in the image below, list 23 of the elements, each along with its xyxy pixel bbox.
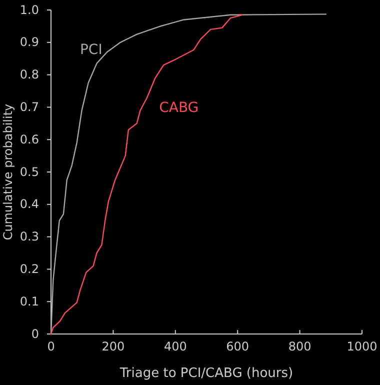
- x-tick-label: 1000: [346, 340, 378, 354]
- x-tick-label: 600: [226, 340, 250, 354]
- line-series: [50, 14, 243, 335]
- series-label: CABG: [159, 100, 199, 116]
- x-tick-label: 0: [47, 340, 55, 354]
- y-tick-label: 0.3: [20, 230, 39, 244]
- y-tick-label: 0: [31, 326, 39, 341]
- y-tick-label: 0.2: [20, 262, 39, 276]
- y-tick-label: 0.5: [20, 164, 39, 179]
- line-series: [50, 14, 327, 335]
- x-tick-label: 400: [164, 340, 187, 354]
- series-label: PCI: [80, 42, 102, 58]
- y-tick-label: 0.9: [20, 35, 39, 50]
- y-axis-title: Cumulative probability: [1, 104, 15, 240]
- x-tick-label: 200: [102, 340, 125, 354]
- x-tick-label: 800: [288, 340, 312, 354]
- y-tick-label: 0.6: [20, 132, 39, 146]
- x-axis-title: Triage to PCI/CABG (hours): [118, 366, 294, 381]
- y-tick-label: 0.4: [20, 197, 39, 212]
- y-tick-label: 0.1: [20, 294, 39, 308]
- y-tick-label: 0.8: [20, 68, 39, 82]
- y-tick-label: 1.0: [20, 2, 39, 17]
- y-tick-label: 0.7: [20, 100, 39, 114]
